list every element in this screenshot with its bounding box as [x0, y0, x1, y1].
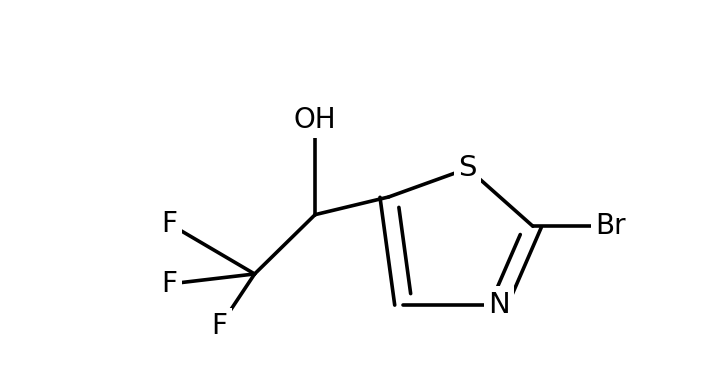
- Text: S: S: [458, 154, 477, 183]
- Text: F: F: [161, 270, 177, 298]
- Text: F: F: [212, 312, 228, 340]
- Text: N: N: [488, 291, 510, 319]
- Text: F: F: [161, 210, 177, 238]
- Text: Br: Br: [596, 212, 627, 240]
- Text: OH: OH: [294, 106, 337, 134]
